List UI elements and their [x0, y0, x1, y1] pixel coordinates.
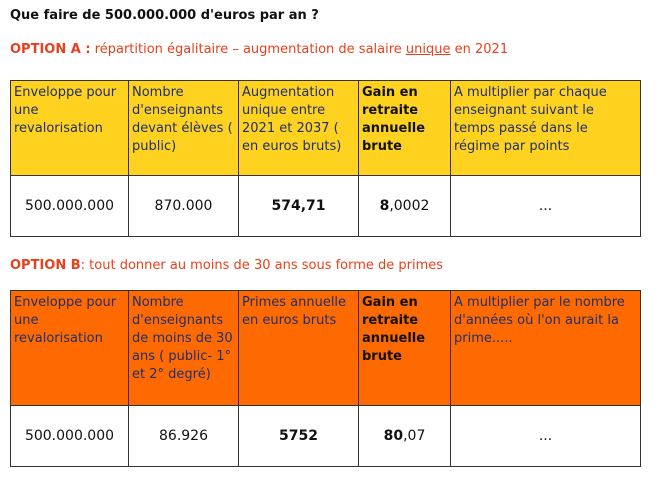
- header-cell: Enveloppe pour une revalorisation: [10, 80, 129, 176]
- value-cell: 80,07: [358, 405, 451, 467]
- header-cell: Enveloppe pour une revalorisation: [10, 290, 129, 406]
- header-cell: A multiplier par le nombre d'années où l…: [450, 290, 641, 406]
- option-a-heading: OPTION A : répartition égalitaire – augm…: [10, 42, 508, 57]
- value-cell: ...: [450, 175, 641, 237]
- header-cell: Gain en retraite annuelle brute: [358, 80, 451, 176]
- header-cell: Nombre d'enseignants devant élèves ( pub…: [128, 80, 239, 176]
- header-cell: Gain en retraite annuelle brute: [358, 290, 451, 406]
- value-cell: 86.926: [128, 405, 239, 467]
- header-cell: A multiplier par chaque enseignant suiva…: [450, 80, 641, 176]
- value-rest: ,0002: [389, 198, 430, 214]
- table-a: Enveloppe pour une revalorisation Nombre…: [10, 80, 641, 237]
- option-text: en 2021: [450, 42, 509, 57]
- option-text: : tout donner au moins de 30 ans sous fo…: [80, 258, 444, 273]
- value-cell: ...: [450, 405, 641, 467]
- option-text: répartition égalitaire – augmentation de…: [90, 42, 406, 57]
- option-label: OPTION A :: [10, 42, 91, 57]
- value-rest: ,07: [403, 428, 426, 444]
- title: Que faire de 500.000.000 d'euros par an …: [10, 8, 319, 23]
- value-cell: 574,71: [238, 175, 359, 237]
- header-cell: Nombre d'enseignants de moins de 30 ans …: [128, 290, 239, 406]
- option-text: unique: [405, 42, 451, 57]
- value-cell: 500.000.000: [10, 175, 129, 237]
- value-cell: 5752: [238, 405, 359, 467]
- value-cell: 500.000.000: [10, 405, 129, 467]
- value-row: 500.000.000 870.000 574,71 8,0002 ...: [10, 175, 641, 237]
- table-b: Enveloppe pour une revalorisation Nombre…: [10, 290, 641, 467]
- value-bold: 80: [383, 428, 404, 444]
- header-cell: Augmentation unique entre 2021 et 2037 (…: [238, 80, 359, 176]
- value-cell: 870.000: [128, 175, 239, 237]
- header-cell: Primes annuelle en euros bruts: [238, 290, 359, 406]
- value-cell: 8,0002: [358, 175, 451, 237]
- value-row: 500.000.000 86.926 5752 80,07 ...: [10, 405, 641, 467]
- header-row: Enveloppe pour une revalorisation Nombre…: [10, 290, 641, 406]
- value-bold: 8: [379, 198, 390, 214]
- option-label: OPTION B: [10, 258, 81, 273]
- option-b-heading: OPTION B: tout donner au moins de 30 ans…: [10, 258, 443, 273]
- header-row: Enveloppe pour une revalorisation Nombre…: [10, 80, 641, 176]
